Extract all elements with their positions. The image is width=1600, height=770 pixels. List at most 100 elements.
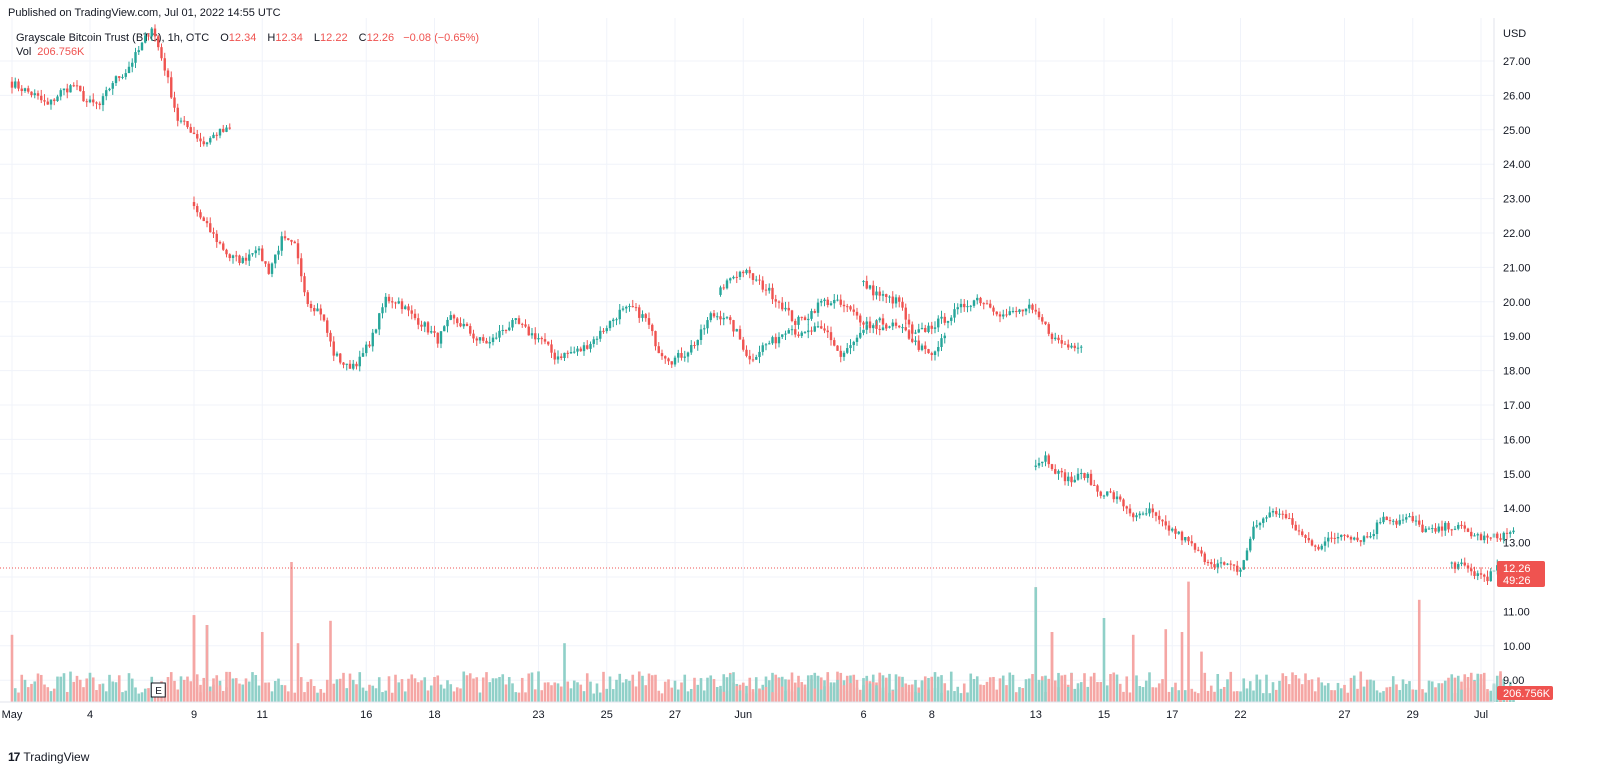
volume-bar: [309, 679, 313, 702]
candle: [1447, 520, 1450, 533]
candle: [579, 346, 582, 352]
candle: [251, 253, 254, 257]
candle: [1171, 527, 1174, 533]
volume-bar: [429, 685, 433, 702]
candle: [1411, 511, 1414, 523]
volume-bar: [1115, 674, 1119, 702]
volume-bar: [455, 687, 459, 702]
candle: [1073, 342, 1076, 352]
volume-label[interactable]: Vol: [16, 46, 32, 58]
candle: [972, 299, 976, 308]
candle: [283, 230, 287, 241]
volume-bar: [631, 674, 635, 702]
candle: [488, 336, 491, 349]
volume-bar: [845, 675, 849, 702]
candle: [14, 77, 17, 89]
candle: [1483, 531, 1486, 544]
candle: [862, 320, 865, 329]
candle: [985, 299, 989, 305]
candle: [1219, 557, 1223, 568]
candle: [209, 217, 212, 233]
volume-bar: [335, 679, 339, 702]
volume-bar: [842, 685, 846, 702]
volume-bar: [654, 674, 657, 702]
earnings-event-marker[interactable]: E: [150, 682, 166, 698]
candle: [911, 321, 914, 340]
volume-bar: [829, 682, 833, 702]
volume-bar: [751, 691, 755, 702]
volume-bar: [322, 692, 326, 702]
candle: [1041, 314, 1044, 325]
volume-bar: [800, 682, 804, 702]
volume-bar: [465, 675, 469, 702]
volume-bar: [1349, 677, 1353, 702]
candle: [1476, 570, 1479, 581]
volume-bar: [923, 680, 927, 702]
volume-bar: [30, 683, 33, 702]
candle: [1278, 508, 1281, 518]
volume-bar: [537, 671, 540, 702]
volume-bar: [270, 691, 274, 702]
volume-bar: [563, 643, 566, 702]
candle: [989, 299, 992, 309]
candle: [1379, 517, 1382, 525]
time-axis[interactable]: May 4 9 11 16 18 23 25 27 Jun 6 8 13 15 17 22 27 29 Jul: [2, 709, 1488, 721]
volume-bar: [1333, 690, 1337, 702]
candle: [1112, 490, 1115, 503]
candle: [807, 324, 810, 339]
volume-bar: [1154, 687, 1158, 702]
volume-bar: [332, 683, 336, 702]
volume-bar: [904, 683, 908, 702]
candle: [358, 350, 361, 372]
volume-bar: [1128, 692, 1132, 702]
volume-bar: [823, 680, 826, 702]
candle: [673, 355, 677, 367]
candle: [820, 320, 823, 330]
volume-bar: [1024, 679, 1028, 702]
candle: [777, 300, 781, 309]
candle: [387, 294, 391, 304]
candle: [176, 103, 179, 127]
volume-bar: [1213, 691, 1216, 702]
candle: [758, 345, 761, 364]
volume-bar: [1196, 693, 1200, 702]
candle: [738, 325, 742, 340]
candle: [729, 277, 732, 284]
volume-bar: [65, 691, 69, 702]
candle: [690, 340, 693, 355]
candle: [1470, 527, 1473, 539]
tradingview-logo-icon[interactable]: 17: [8, 750, 20, 764]
volume-bar: [663, 681, 667, 702]
volume-bar: [299, 677, 303, 702]
volume-bar: [1073, 688, 1077, 702]
volume-bar: [433, 677, 436, 702]
candle: [1119, 494, 1122, 502]
candle: [413, 309, 417, 321]
volume-bar: [303, 692, 306, 702]
candle: [998, 311, 1002, 323]
volume-bar: [1411, 689, 1415, 702]
symbol-name[interactable]: Grayscale Bitcoin Trust (BTC), 1h, OTC: [16, 32, 210, 44]
volume-bar: [689, 688, 693, 702]
candle: [1385, 516, 1388, 521]
volume-bar: [283, 685, 287, 702]
volume-bar: [962, 683, 966, 702]
candle: [1197, 546, 1200, 552]
volume-bar: [858, 689, 862, 702]
volume-bar: [1144, 680, 1148, 702]
price-axis[interactable]: 27.00 26.00 25.00 24.00 23.00 22.00 21.00 20.00…: [1503, 56, 1531, 687]
volume-bar: [361, 687, 365, 702]
tradingview-brand[interactable]: TradingView: [23, 750, 90, 764]
candle: [881, 290, 885, 302]
candle: [391, 297, 394, 309]
candle: [1473, 566, 1476, 580]
candle: [875, 286, 878, 300]
candle: [1479, 532, 1483, 541]
volume-bar: [946, 690, 950, 702]
candle: [1034, 459, 1037, 471]
volume-bar: [1372, 680, 1376, 702]
candle: [1151, 504, 1154, 519]
volume-bar: [1482, 672, 1486, 702]
candle: [881, 324, 885, 331]
